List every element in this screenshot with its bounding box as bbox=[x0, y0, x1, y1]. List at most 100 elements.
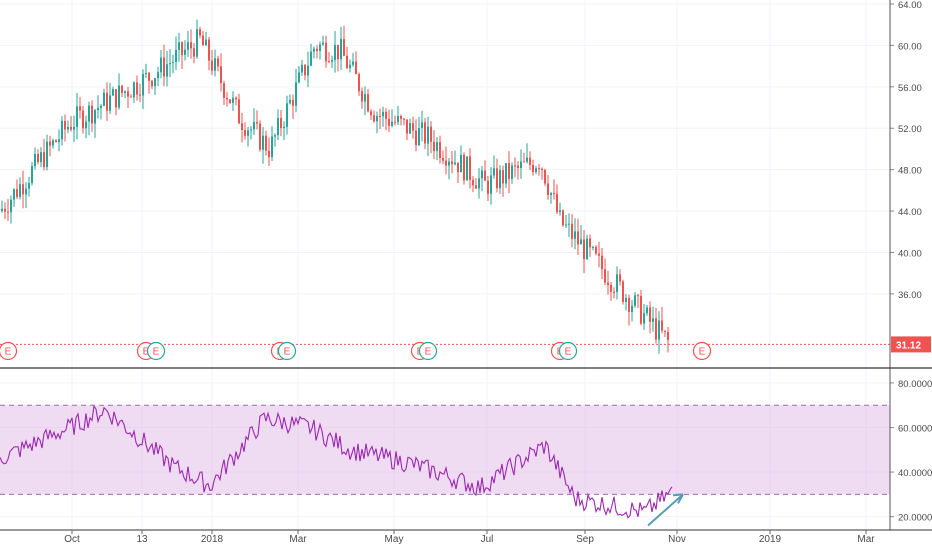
rsi-band bbox=[0, 404, 890, 495]
candle-body bbox=[115, 89, 117, 108]
candle-body bbox=[619, 274, 621, 282]
candle-body bbox=[478, 178, 480, 189]
candle-body bbox=[640, 295, 642, 324]
candle-body bbox=[328, 61, 330, 63]
candle-body bbox=[457, 162, 459, 173]
earnings-marker-label[interactable]: E bbox=[284, 347, 291, 358]
candle-body bbox=[118, 85, 120, 108]
candle-body bbox=[541, 168, 543, 170]
candle-body bbox=[238, 99, 240, 124]
candle-body bbox=[436, 142, 438, 151]
candle-body bbox=[97, 107, 99, 111]
candle-body bbox=[493, 168, 495, 176]
candle-body bbox=[415, 130, 417, 146]
candle-body bbox=[76, 106, 78, 127]
candle-body bbox=[322, 42, 324, 45]
candle-body bbox=[199, 29, 201, 36]
candle-body bbox=[553, 193, 555, 195]
candle-body bbox=[265, 135, 267, 151]
candle-body bbox=[403, 118, 405, 120]
candle-body bbox=[646, 307, 648, 314]
candle-body bbox=[607, 282, 609, 285]
trend-arrow-head bbox=[672, 493, 684, 504]
candle-body bbox=[133, 82, 135, 98]
candle-body bbox=[529, 157, 531, 165]
x-tick-label: Mar bbox=[289, 534, 307, 545]
candle-body bbox=[334, 44, 336, 61]
candle-body bbox=[292, 99, 294, 106]
earnings-marker-label[interactable]: E bbox=[143, 347, 150, 358]
grid bbox=[0, 0, 890, 530]
candle-body bbox=[154, 78, 156, 87]
candle-body bbox=[451, 161, 453, 165]
candle-body bbox=[589, 238, 591, 248]
candle-body bbox=[214, 58, 216, 71]
candle-body bbox=[559, 210, 561, 213]
earnings-marker-label[interactable]: E bbox=[5, 347, 12, 358]
candle-body bbox=[208, 39, 210, 61]
candle-body bbox=[247, 130, 249, 136]
candle-body bbox=[346, 55, 348, 69]
candle-body bbox=[409, 123, 411, 134]
rsi-line bbox=[0, 404, 684, 527]
candle-body bbox=[592, 247, 594, 249]
candle-body bbox=[547, 183, 549, 196]
candle-body bbox=[625, 297, 627, 302]
x-tick-label: 2018 bbox=[201, 534, 224, 545]
candle-body bbox=[565, 224, 567, 226]
candle-body bbox=[400, 115, 402, 119]
candle-body bbox=[382, 111, 384, 117]
candle-body bbox=[241, 123, 243, 130]
candle-body bbox=[145, 72, 147, 75]
candle-body bbox=[598, 253, 600, 256]
candle-body bbox=[226, 97, 228, 100]
candle-body bbox=[601, 255, 603, 270]
candle-body bbox=[244, 129, 246, 136]
x-tick-label: May bbox=[385, 534, 404, 545]
candle-body bbox=[535, 168, 537, 173]
rsi-y-tick-label: 80.0000 bbox=[898, 379, 932, 390]
candle-body bbox=[142, 74, 144, 96]
candle-body bbox=[40, 152, 42, 163]
candle-body bbox=[472, 179, 474, 186]
candle-body bbox=[148, 72, 150, 81]
candle-body bbox=[442, 158, 444, 161]
candle-body bbox=[25, 188, 27, 195]
candle-body bbox=[280, 118, 282, 129]
candle-body bbox=[355, 61, 357, 75]
candle-body bbox=[331, 60, 333, 62]
candle-body bbox=[253, 121, 255, 130]
candle-body bbox=[523, 161, 525, 163]
earnings-marker-label[interactable]: E bbox=[565, 347, 572, 358]
x-tick-label: Sep bbox=[576, 534, 594, 545]
earnings-marker-label[interactable]: E bbox=[425, 347, 432, 358]
candle-body bbox=[508, 163, 510, 179]
candle-body bbox=[538, 168, 540, 170]
candle-body bbox=[61, 120, 63, 140]
earnings-marker-circle[interactable] bbox=[277, 341, 297, 361]
candle-body bbox=[58, 139, 60, 142]
candle-body bbox=[652, 318, 654, 322]
earnings-marker-circle[interactable] bbox=[0, 341, 18, 361]
candle-body bbox=[190, 42, 192, 49]
candle-body bbox=[127, 91, 129, 97]
earnings-marker-circle[interactable] bbox=[558, 341, 578, 361]
candle-body bbox=[454, 162, 456, 165]
earnings-marker-label[interactable]: E bbox=[699, 347, 706, 358]
candle-body bbox=[631, 305, 633, 312]
price-y-tick-label: 56.00 bbox=[898, 83, 922, 94]
earnings-marker-circle[interactable] bbox=[692, 341, 712, 361]
earnings-marker-circle[interactable] bbox=[418, 341, 438, 361]
candle-body bbox=[100, 105, 102, 108]
candle-body bbox=[661, 320, 663, 331]
earnings-markers[interactable]: EEEEEEEEEE bbox=[0, 341, 712, 361]
price-y-tick-label: 36.00 bbox=[898, 290, 922, 301]
candle-body bbox=[556, 193, 558, 213]
candle-body bbox=[262, 135, 264, 150]
earnings-marker-circle[interactable] bbox=[146, 341, 166, 361]
earnings-marker-label[interactable]: E bbox=[153, 347, 160, 358]
candle-body bbox=[217, 58, 219, 67]
candle-body bbox=[364, 94, 366, 102]
